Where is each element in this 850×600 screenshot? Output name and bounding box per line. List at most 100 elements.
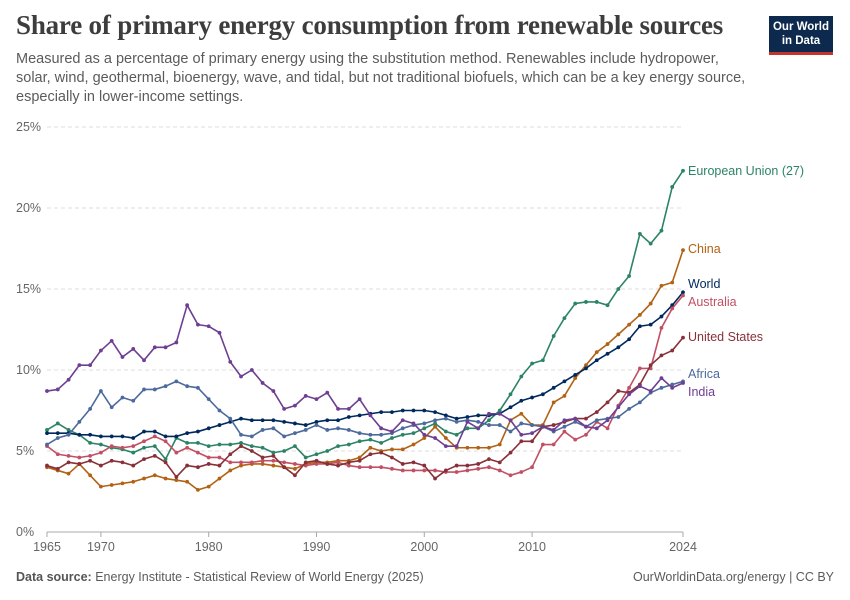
chart-subtitle: Measured as a percentage of primary ener… [16,51,746,106]
data-point [346,463,351,468]
data-point [271,418,276,423]
data-point [142,476,146,481]
series-label: India [688,385,715,399]
data-point [142,457,146,461]
data-source: Data source: Energy Institute - Statisti… [16,570,424,584]
data-point [605,342,610,346]
data-point [152,429,157,434]
data-point [551,385,556,390]
data-point [497,460,502,465]
data-point [519,470,524,474]
data-point [433,424,437,429]
data-point [476,462,481,466]
data-point [443,416,448,421]
data-point [390,466,394,471]
data-point [584,432,588,437]
data-point [390,455,394,460]
data-point [605,303,610,308]
data-point [411,421,416,426]
data-point [66,377,71,382]
data-point [131,479,136,484]
x-tick-label: 1990 [303,540,331,554]
data-point [174,379,179,384]
data-point [508,418,513,423]
data-point [681,290,685,295]
data-point [379,450,384,455]
data-point [260,462,265,466]
data-point [77,432,82,437]
data-point [681,381,685,385]
data-point [282,460,287,465]
data-point [519,432,524,437]
data-point [174,450,179,455]
data-point [249,418,254,423]
data-point [142,445,146,450]
data-point [648,389,653,393]
data-point [379,410,384,415]
data-point [55,452,60,457]
data-point [497,423,502,427]
data-point [627,322,632,327]
data-point [497,408,502,413]
data-point [142,387,146,392]
data-point [88,453,93,458]
data-point [217,408,222,413]
data-point [271,389,276,393]
data-point [648,363,653,368]
data-point [390,436,394,440]
data-point [659,283,664,288]
data-point [325,462,330,466]
data-point [562,316,567,321]
data-point [465,426,470,431]
data-point [616,415,621,419]
data-point [681,248,685,253]
data-point [357,465,362,470]
data-point [217,442,222,447]
data-point [487,465,491,470]
owid-logo[interactable]: Our World in Data [769,16,833,55]
data-point [390,410,394,415]
data-point [346,460,351,465]
source-url[interactable]: OurWorldinData.org/energy | CC BY [632,570,834,584]
data-point [314,452,319,457]
data-point [648,322,653,327]
data-point [357,397,362,402]
data-point [562,379,567,384]
data-point [573,437,578,442]
data-point [196,441,200,445]
data-point [627,385,632,390]
data-point [314,419,319,424]
data-point [584,424,588,429]
logo-line-1: Our World [772,21,829,33]
data-point [411,460,416,465]
data-point [433,418,437,423]
data-point [422,436,427,440]
data-point [336,418,340,423]
data-point [217,330,222,335]
data-point [206,426,211,431]
data-point [605,351,610,356]
data-point [670,348,675,353]
series-label: United States [688,330,763,344]
data-point [357,458,362,463]
data-point [66,471,71,476]
data-point [637,400,642,405]
data-point [185,441,190,445]
data-point [540,442,545,447]
data-point [379,465,384,470]
data-point [443,413,448,418]
data-point [487,423,491,427]
data-point [88,441,93,445]
data-point [573,419,578,424]
data-point [594,426,599,431]
data-point [357,439,362,444]
data-point [605,400,610,405]
data-point [627,274,632,278]
data-point [681,293,685,298]
data-point [637,366,642,371]
data-point [616,389,621,393]
data-point [120,460,125,465]
y-tick-label: 20% [16,201,41,215]
data-point [152,444,157,449]
data-point [508,429,513,434]
